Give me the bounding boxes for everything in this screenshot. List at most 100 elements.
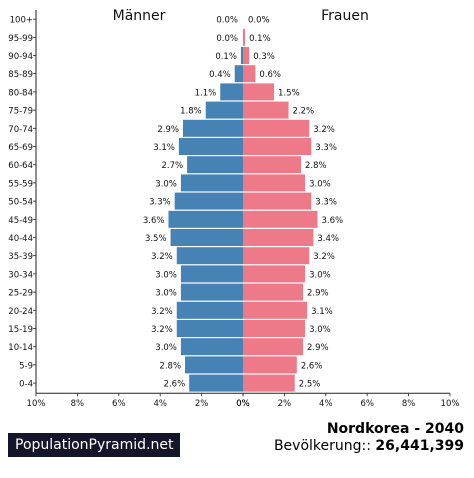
female-bar (243, 301, 308, 319)
age-group-label: 15-19 (8, 325, 33, 335)
female-value-label: 2.9% (307, 289, 329, 299)
male-bars (168, 47, 243, 392)
age-group-label: 90-94 (8, 52, 33, 62)
male-bar (176, 301, 243, 319)
x-tick-label: 4% (153, 399, 167, 409)
female-value-label: 2.5% (299, 380, 321, 390)
age-group-label: 5-9 (19, 361, 33, 371)
male-value-label: 0.0% (216, 16, 238, 26)
age-group-label: 85-89 (8, 70, 33, 80)
male-value-label: 0.1% (215, 52, 237, 62)
age-group-label: 0-4 (19, 380, 33, 390)
female-value-label: 3.1% (311, 307, 333, 317)
female-bar (243, 374, 295, 392)
x-tick-labels: 10% 8% 6% 4% 2% 0%0% 2% 4% 6% 8% 10% (27, 399, 460, 409)
x-tick-label: 0% (236, 399, 250, 409)
male-bar (176, 320, 243, 337)
female-value-label: 2.8% (305, 161, 327, 171)
female-value-label: 0.1% (249, 34, 271, 44)
female-value-labels: 0.0% 0.1% 0.3% 0.6% 1.5% 2.2% 3.2% 3.3% 2.8% 3.0%… (248, 16, 343, 390)
age-group-label: 50-54 (8, 198, 33, 208)
male-value-label: 3.0% (155, 289, 177, 299)
male-value-label: 3.2% (151, 252, 173, 262)
age-group-label: 65-69 (8, 143, 33, 153)
female-bar (243, 174, 306, 192)
male-value-label: 0.4% (209, 70, 231, 80)
female-bar (243, 265, 306, 283)
male-bar (170, 229, 243, 246)
female-value-label: 2.6% (301, 361, 323, 371)
age-group-label: 35-39 (8, 252, 33, 262)
female-value-label: 3.0% (309, 270, 331, 280)
male-bar (185, 356, 243, 374)
female-bar (243, 138, 312, 155)
male-bar (182, 119, 243, 137)
female-bar (243, 210, 318, 228)
female-value-label: 0.3% (253, 52, 275, 62)
female-bar (243, 47, 250, 64)
population-value: 26,441,399 (375, 438, 464, 454)
female-value-label: 3.2% (313, 125, 335, 135)
age-group-label: 95-99 (8, 34, 33, 44)
x-tick-label: 10% (27, 399, 46, 409)
female-value-label: 3.4% (317, 234, 339, 244)
x-tick-label: 8% (71, 399, 85, 409)
female-bar (243, 229, 314, 246)
age-group-label: 55-59 (8, 179, 33, 189)
male-value-label: 3.0% (155, 343, 177, 353)
male-bar (187, 156, 243, 174)
female-value-label: 3.0% (309, 179, 331, 189)
female-bars (243, 28, 318, 392)
male-value-label: 2.6% (164, 380, 186, 390)
age-group-labels: 100+ 95-99 90-94 85-89 80-84 75-79 70-74 65-69 6… (8, 16, 33, 390)
x-tick-label: 2% (278, 399, 292, 409)
x-tick-label: 6% (360, 399, 374, 409)
female-value-label: 3.3% (315, 143, 337, 153)
male-value-label: 3.0% (155, 179, 177, 189)
male-value-labels: 0.0% 0.0% 0.1% 0.4% 1.1% 1.8%2.9% 3.1% 2.7% 3.0%… (143, 16, 238, 390)
male-bar (178, 138, 243, 155)
male-bar (180, 338, 243, 356)
age-group-label: 20-24 (8, 307, 33, 317)
female-value-label: 0.6% (259, 70, 281, 80)
x-tick-label: 10% (441, 399, 460, 409)
male-bar (240, 47, 243, 64)
age-group-label: 30-34 (8, 270, 33, 280)
male-value-label: 3.2% (151, 307, 173, 317)
female-bar (243, 283, 304, 301)
female-heading: Frauen (321, 8, 369, 24)
male-bar (180, 265, 243, 283)
female-value-label: 2.9% (307, 343, 329, 353)
female-value-label: 0.0% (248, 16, 270, 26)
female-value-label: 2.2% (293, 107, 315, 117)
male-value-label: 2.7% (162, 161, 184, 171)
male-value-label: 3.6% (143, 216, 165, 226)
male-value-label: 1.8% (180, 107, 202, 117)
female-value-label: 1.5% (278, 88, 300, 98)
female-bar (243, 83, 275, 101)
male-bar (168, 210, 243, 228)
female-bar (243, 356, 297, 374)
male-bar (180, 283, 243, 301)
population-label: Bevölkerung:: (273, 438, 371, 454)
age-group-label: 45-49 (8, 216, 33, 226)
male-bar (234, 65, 243, 83)
female-bar (243, 320, 306, 337)
male-value-label: 2.8% (159, 361, 181, 371)
x-tick-label: 8% (402, 399, 416, 409)
male-value-label: 2.9% (157, 125, 179, 135)
male-bar (174, 192, 243, 210)
site-brand[interactable]: PopulationPyramid.net (8, 433, 181, 457)
x-tick-label: 2% (195, 399, 209, 409)
female-value-label: 3.3% (315, 198, 337, 208)
age-group-label: 60-64 (8, 161, 33, 171)
male-bar (220, 83, 243, 101)
population-line: Bevölkerung:: 26,441,399 (274, 438, 464, 454)
female-value-label: 3.2% (313, 252, 335, 262)
x-tick-label: 4% (319, 399, 333, 409)
country-year-title: Nordkorea - 2040 (326, 421, 464, 437)
female-bar (243, 65, 256, 83)
female-bar (243, 119, 310, 137)
male-value-label: 3.0% (155, 270, 177, 280)
